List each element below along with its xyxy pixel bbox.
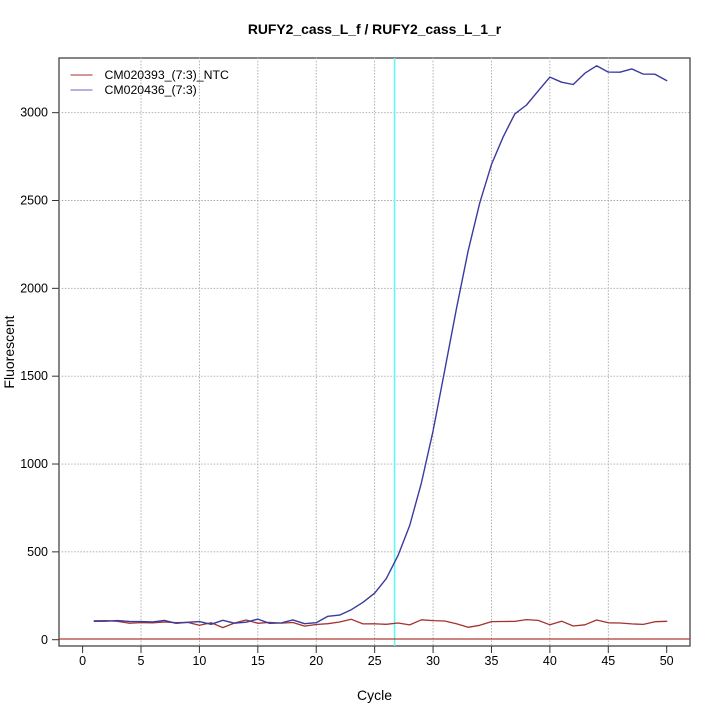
svg-text:CM020436_(7:3): CM020436_(7:3) [105,83,197,97]
svg-text:40: 40 [543,654,557,668]
svg-text:3000: 3000 [20,106,48,120]
svg-text:5: 5 [138,654,145,668]
svg-text:30: 30 [426,654,440,668]
svg-text:35: 35 [485,654,499,668]
svg-text:15: 15 [251,654,265,668]
svg-text:CM020393_(7:3)_NTC: CM020393_(7:3)_NTC [105,68,230,82]
svg-text:50: 50 [660,654,674,668]
svg-text:500: 500 [27,545,48,559]
svg-text:1500: 1500 [20,369,48,383]
svg-text:45: 45 [601,654,615,668]
svg-text:Cycle: Cycle [357,687,392,703]
svg-text:20: 20 [309,654,323,668]
svg-text:0: 0 [79,654,86,668]
svg-text:2500: 2500 [20,194,48,208]
svg-text:25: 25 [368,654,382,668]
svg-text:10: 10 [192,654,206,668]
svg-text:1000: 1000 [20,457,48,471]
svg-text:2000: 2000 [20,281,48,295]
svg-text:Fluorescent: Fluorescent [1,315,17,388]
svg-text:0: 0 [41,633,48,647]
svg-text:RUFY2_cass_L_f / RUFY2_cass_L_: RUFY2_cass_L_f / RUFY2_cass_L_1_r [248,21,502,37]
